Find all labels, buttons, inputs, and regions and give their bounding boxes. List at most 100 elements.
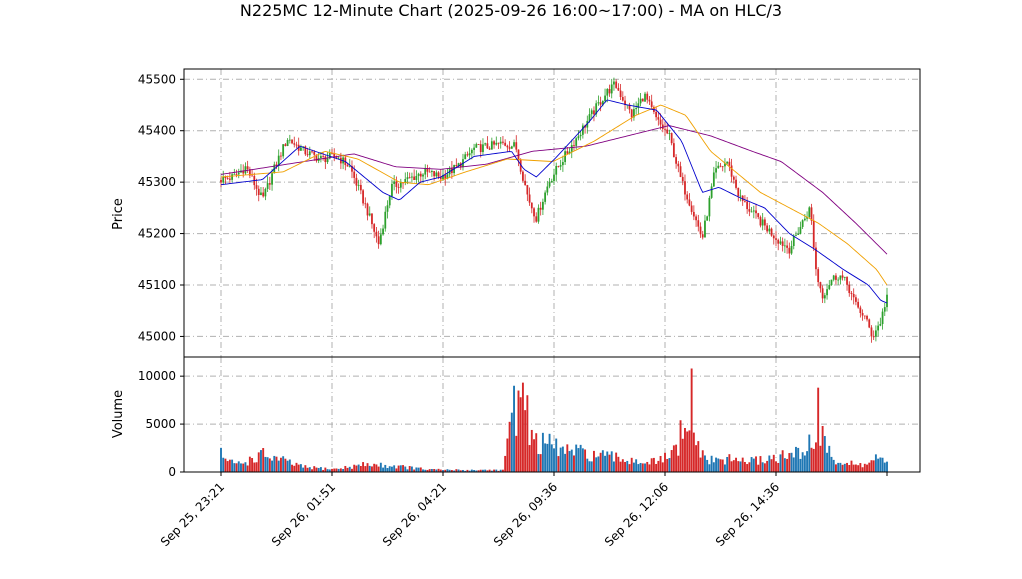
candle xyxy=(677,160,680,173)
candle-body xyxy=(724,163,726,167)
volume-bar xyxy=(422,469,424,472)
candle xyxy=(610,78,613,99)
volume-bar xyxy=(566,444,569,472)
candle xyxy=(268,176,271,190)
candle xyxy=(608,84,611,97)
volume-bar xyxy=(837,462,840,472)
volume-bar xyxy=(617,456,620,472)
candle xyxy=(282,144,285,159)
candle xyxy=(490,137,493,150)
candle-body xyxy=(284,144,287,146)
candle-body xyxy=(544,192,547,202)
volume-bar xyxy=(541,432,544,472)
candle xyxy=(466,151,469,157)
volume-bar xyxy=(664,452,666,472)
candle xyxy=(426,164,429,178)
candle xyxy=(482,138,484,156)
volume-bar xyxy=(386,467,389,472)
volume-bar xyxy=(353,464,356,472)
candle xyxy=(579,131,582,141)
volume-bar xyxy=(886,461,888,472)
volume-bar xyxy=(861,467,864,472)
volume-bar xyxy=(388,466,391,472)
candle-body xyxy=(484,143,487,145)
candle-body xyxy=(519,159,522,172)
candle xyxy=(666,122,669,135)
candle-body xyxy=(726,161,729,164)
candle-body xyxy=(761,219,764,226)
candle-body xyxy=(271,173,273,185)
candle-body xyxy=(495,142,498,145)
candle xyxy=(368,206,371,217)
candle xyxy=(255,178,258,196)
candle-body xyxy=(315,154,318,161)
candle-body xyxy=(868,319,871,328)
candle-body xyxy=(837,279,840,281)
candle xyxy=(386,200,389,219)
volume-bar xyxy=(650,458,653,472)
candle xyxy=(395,176,398,194)
candle-body xyxy=(735,179,737,188)
volume-bar xyxy=(382,467,385,472)
candle-body xyxy=(493,141,495,145)
candle xyxy=(855,294,857,306)
candle xyxy=(879,317,882,327)
volume-bar xyxy=(359,465,362,472)
volume-bar xyxy=(846,462,848,472)
volume-bar xyxy=(786,458,789,472)
volume-bar xyxy=(291,464,293,472)
volume-bar xyxy=(304,465,307,472)
candle-body xyxy=(251,175,253,177)
candle-body xyxy=(692,211,695,217)
volume-panel: 0 5000 10000 xyxy=(138,356,921,479)
volume-bar xyxy=(228,459,231,472)
volume-bar xyxy=(368,465,371,472)
candle-body xyxy=(808,207,811,217)
candle-body xyxy=(266,183,269,189)
candle-body xyxy=(424,168,427,175)
volume-bar xyxy=(881,457,884,472)
volume-bar xyxy=(346,467,349,472)
volume-bar xyxy=(612,461,615,472)
candle xyxy=(761,213,764,231)
volume-bar xyxy=(253,462,256,472)
volume-bar xyxy=(390,466,393,472)
candle xyxy=(815,242,817,276)
volume-bar xyxy=(834,464,837,472)
candle xyxy=(308,146,311,159)
volume-bar xyxy=(801,452,804,472)
candle xyxy=(379,228,382,246)
candle-body xyxy=(311,151,313,153)
candle xyxy=(641,98,644,102)
candle xyxy=(351,160,353,179)
candle xyxy=(524,174,527,186)
candle xyxy=(475,142,478,148)
volume-bar xyxy=(712,462,715,472)
candle xyxy=(810,203,813,225)
candle-body xyxy=(502,141,504,143)
candle-body xyxy=(635,108,638,110)
volume-bar xyxy=(555,438,558,472)
volume-bar xyxy=(854,464,857,472)
volume-bar xyxy=(604,455,607,472)
volume-bar xyxy=(530,429,533,472)
candle xyxy=(744,195,746,203)
price-tick-label: 45300 xyxy=(138,175,176,189)
candle xyxy=(297,137,300,156)
candle xyxy=(828,280,831,291)
volume-bar xyxy=(268,458,271,472)
candle-body xyxy=(555,165,558,175)
volume-bar xyxy=(626,460,629,472)
volume-bar xyxy=(815,442,817,472)
candle xyxy=(544,190,547,205)
candle-body xyxy=(444,174,447,179)
candle-body xyxy=(881,311,884,325)
volume-bar xyxy=(464,470,467,472)
price-tick-label: 45200 xyxy=(138,227,176,241)
volume-bar xyxy=(597,456,600,472)
candle xyxy=(277,149,280,172)
candle xyxy=(577,130,580,141)
volume-bar xyxy=(506,438,509,472)
volume-bar xyxy=(524,410,527,472)
